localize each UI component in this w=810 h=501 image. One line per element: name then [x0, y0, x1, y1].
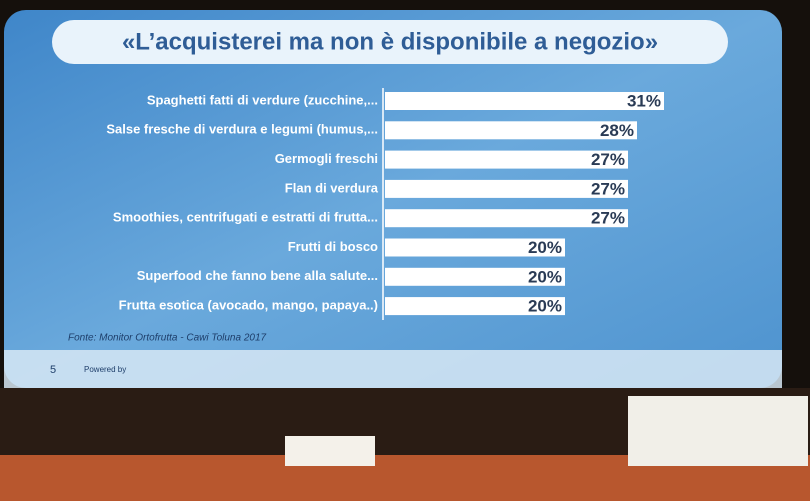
- bar: [385, 121, 637, 140]
- bar: [385, 209, 628, 228]
- bar: [385, 150, 628, 169]
- value-label: 27%: [591, 150, 625, 169]
- table: [285, 436, 375, 466]
- footer-text: Powered by: [84, 365, 126, 374]
- value-label: 27%: [591, 209, 625, 228]
- page-number: 5: [50, 364, 56, 376]
- category-label: Spaghetti fatti di verdure (zucchine,...: [147, 92, 378, 107]
- bar: [385, 297, 565, 316]
- source: Fonte: Monitor Ortofrutta - Cawi Toluna …: [68, 333, 267, 344]
- value-label: 20%: [528, 297, 562, 316]
- value-label: 28%: [600, 121, 634, 140]
- bar: [385, 179, 628, 198]
- value-label: 20%: [528, 267, 562, 286]
- value-label: 27%: [591, 179, 625, 198]
- category-label: Frutta esotica (avocado, mango, papaya..…: [119, 298, 378, 313]
- desk: [628, 396, 808, 466]
- category-label: Smoothies, centrifugati e estratti di fr…: [113, 210, 378, 225]
- screen: [4, 10, 782, 388]
- bar: [385, 92, 664, 110]
- bar: [385, 238, 565, 257]
- value-label: 20%: [528, 238, 562, 257]
- footer-band: [4, 350, 782, 388]
- chart: Spaghetti fatti di verdure (zucchine,...…: [106, 91, 664, 316]
- title-pill: [52, 20, 728, 64]
- category-label: Germogli freschi: [275, 151, 378, 166]
- bar: [385, 267, 565, 286]
- category-label: Flan di verdura: [285, 180, 379, 195]
- category-label: Salse fresche di verdura e legumi (humus…: [106, 122, 378, 137]
- category-label: Frutti di bosco: [288, 239, 378, 254]
- category-label: Superfood che fanno bene alla salute...: [137, 268, 378, 283]
- chart-title: «L’acquisterei ma non è disponibile a ne…: [122, 28, 658, 55]
- value-label: 31%: [627, 91, 661, 110]
